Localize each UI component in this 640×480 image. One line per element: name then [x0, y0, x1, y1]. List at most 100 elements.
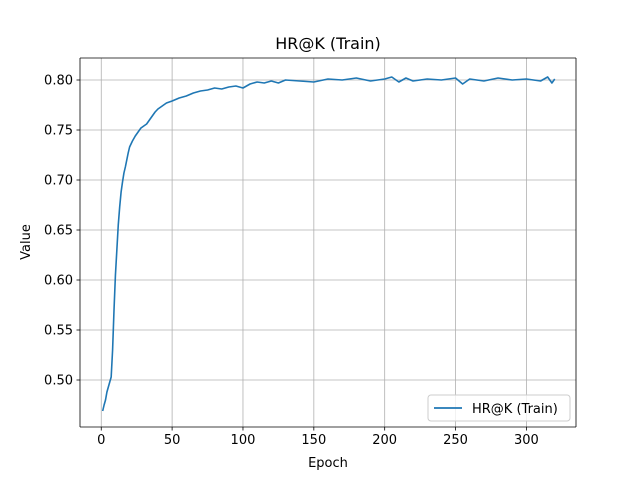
data-point	[146, 124, 147, 125]
data-point	[119, 207, 120, 208]
data-point	[128, 153, 129, 154]
data-point	[299, 81, 300, 82]
data-point	[109, 382, 110, 383]
data-point	[169, 102, 170, 103]
plot-frame	[79, 57, 577, 428]
data-point	[132, 141, 133, 142]
data-point	[498, 78, 499, 79]
chart-title: HR@K (Train)	[275, 34, 381, 53]
data-point	[112, 350, 113, 351]
data-point	[129, 147, 130, 148]
data-point	[143, 126, 144, 127]
data-point	[106, 392, 107, 393]
data-point	[155, 112, 156, 113]
data-point	[116, 250, 117, 251]
series-line	[101, 76, 556, 412]
y-axis-ticks: 0.50 0.55 0.60 0.65 0.70 0.75 0.80	[44, 74, 80, 389]
data-point	[114, 310, 115, 311]
x-tick-label: 150	[301, 433, 326, 448]
data-point	[121, 192, 122, 193]
data-point	[108, 387, 109, 388]
data-point	[427, 79, 428, 80]
data-point	[163, 105, 164, 106]
data-point	[356, 78, 357, 79]
data-point	[123, 173, 124, 174]
legend-label: HR@K (Train)	[472, 402, 558, 417]
data-point	[214, 88, 215, 89]
data-point	[207, 90, 208, 91]
x-tick-label: 50	[164, 433, 181, 448]
data-point	[104, 405, 105, 406]
x-axis-ticks: 0 50 100 150 200 250 300	[97, 427, 539, 448]
data-point	[235, 86, 236, 87]
x-tick-label: 300	[514, 433, 539, 448]
grid-lines	[80, 58, 576, 427]
data-point	[152, 116, 153, 117]
data-point	[469, 79, 470, 80]
x-tick-label: 0	[97, 433, 105, 448]
data-point	[172, 101, 173, 102]
y-tick-label: 0.60	[44, 274, 73, 289]
data-point	[126, 160, 127, 161]
data-point	[313, 82, 314, 83]
data-point	[160, 107, 161, 108]
data-point	[157, 109, 158, 110]
data-point	[405, 78, 406, 79]
y-tick-label: 0.75	[44, 124, 73, 139]
data-point	[149, 120, 150, 121]
x-axis-label: Epoch	[308, 456, 348, 471]
y-axis-label: Value	[19, 224, 34, 260]
y-tick-label: 0.70	[44, 174, 73, 189]
data-point	[342, 80, 343, 81]
data-point	[242, 88, 243, 89]
y-tick-label: 0.55	[44, 324, 73, 339]
data-point	[105, 400, 106, 401]
data-point	[111, 377, 112, 378]
data-point	[540, 81, 541, 82]
data-point	[135, 136, 136, 137]
data-point	[441, 80, 442, 81]
data-point	[328, 79, 329, 80]
data-point	[193, 93, 194, 94]
x-tick-label: 200	[372, 433, 397, 448]
data-point	[278, 83, 279, 84]
data-point	[285, 80, 286, 81]
data-point	[462, 84, 463, 85]
data-point	[221, 89, 222, 90]
data-point	[551, 83, 552, 84]
data-point	[200, 91, 201, 92]
data-point	[398, 82, 399, 83]
legend: HR@K (Train)	[427, 394, 571, 422]
data-point	[102, 411, 103, 412]
data-point	[257, 82, 258, 83]
data-point	[547, 77, 548, 78]
data-point	[250, 84, 251, 85]
data-point	[138, 132, 139, 133]
data-point	[483, 81, 484, 82]
data-point	[179, 98, 180, 99]
data-point	[115, 275, 116, 276]
data-point	[228, 87, 229, 88]
data-point	[370, 81, 371, 82]
data-point	[554, 79, 555, 80]
data-point	[413, 81, 414, 82]
y-tick-label: 0.50	[44, 374, 73, 389]
data-point	[118, 225, 119, 226]
data-point	[264, 83, 265, 84]
data-point	[166, 103, 167, 104]
data-point	[271, 81, 272, 82]
data-point	[455, 78, 456, 79]
data-point	[140, 128, 141, 129]
x-tick-label: 100	[231, 433, 256, 448]
legend-box	[427, 394, 571, 422]
series-layer	[101, 76, 556, 412]
data-point	[186, 96, 187, 97]
data-point	[512, 80, 513, 81]
data-point	[391, 77, 392, 78]
data-point	[122, 182, 123, 183]
y-tick-label: 0.80	[44, 74, 73, 89]
plot-area	[80, 58, 576, 427]
data-point	[384, 79, 385, 80]
data-point	[526, 79, 527, 80]
